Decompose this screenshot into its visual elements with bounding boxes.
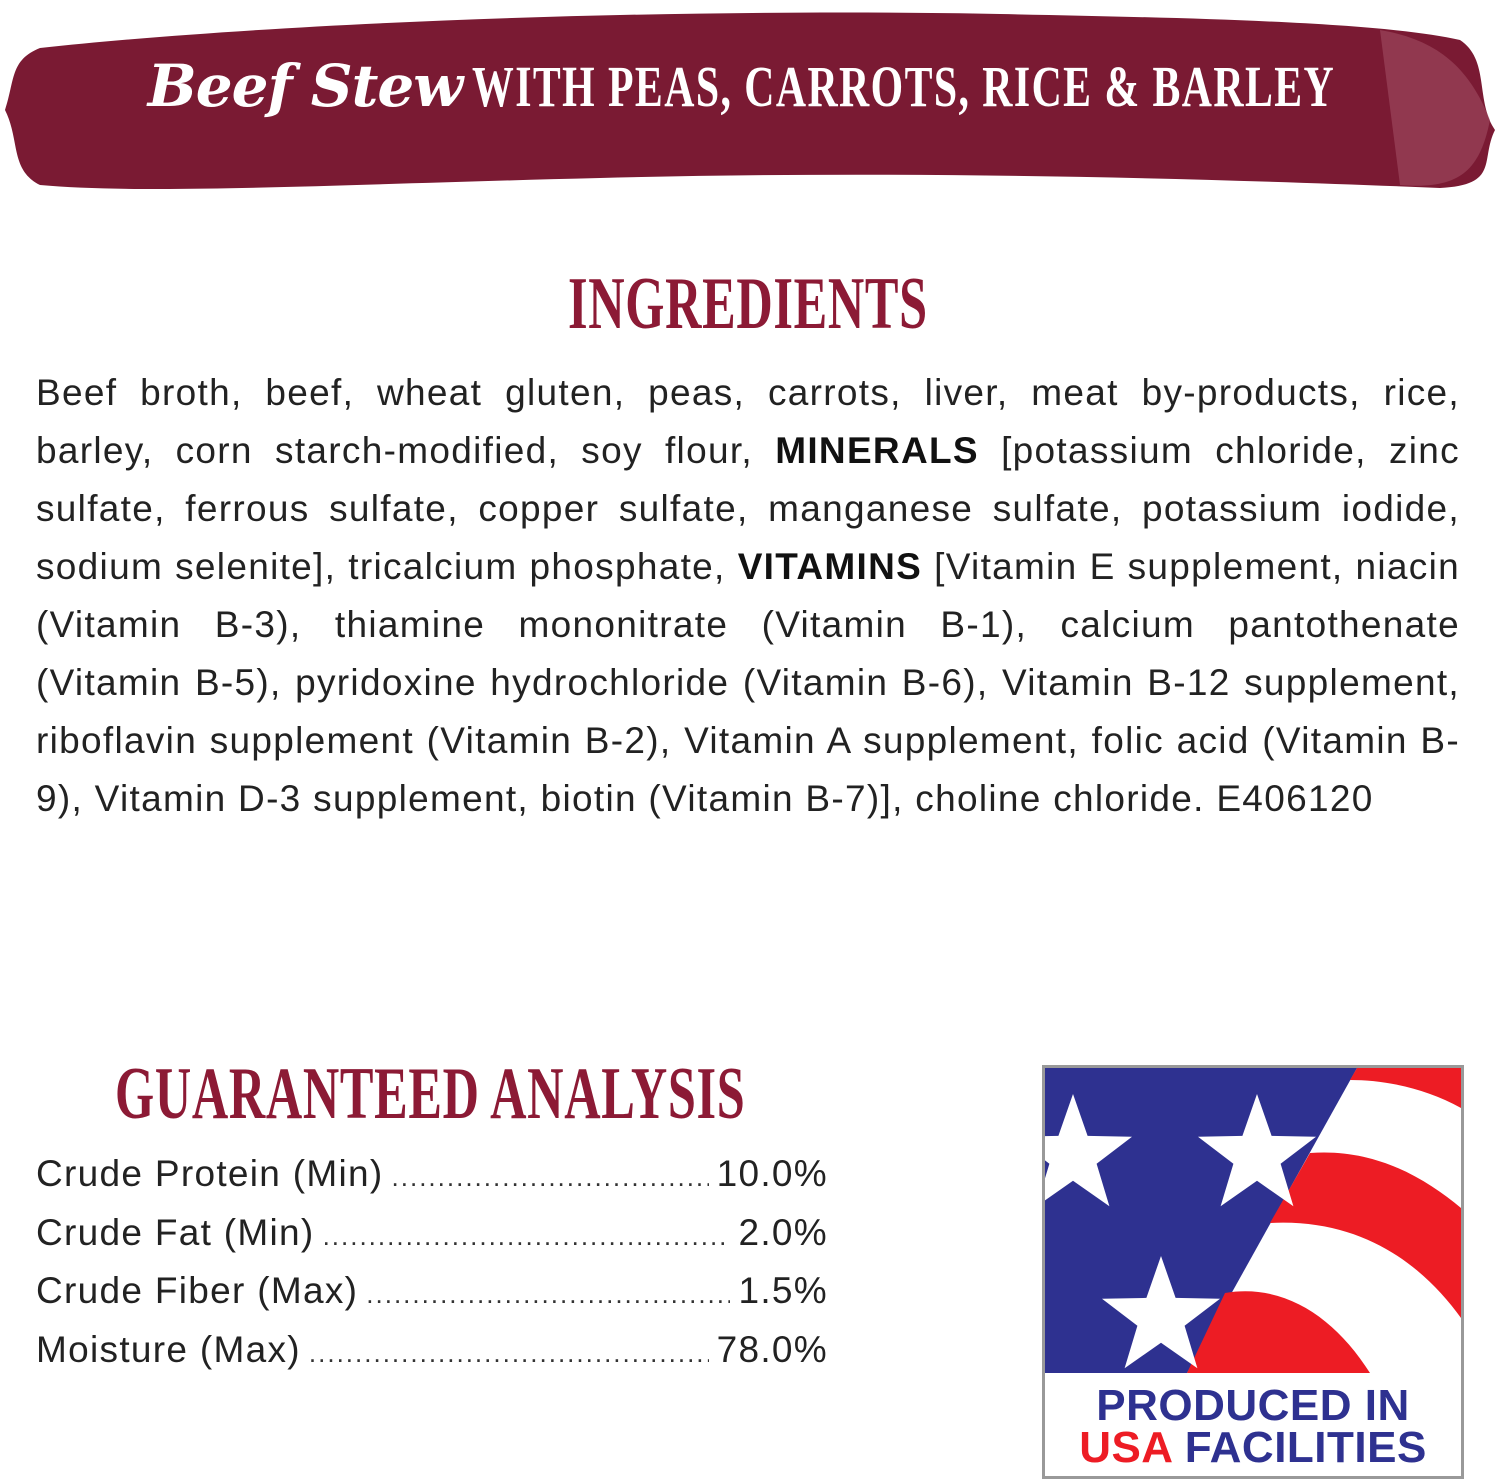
dot-leader: ........................................…: [366, 1279, 731, 1309]
analysis-row: Moisture (Max)..........................…: [36, 1329, 828, 1388]
guaranteed-analysis-heading: GUARANTEED ANALYSIS: [115, 1053, 746, 1135]
analysis-value: 78.0%: [716, 1328, 828, 1370]
brush-stroke-background: [5, 12, 1495, 190]
analysis-value: 2.0%: [738, 1211, 828, 1253]
analysis-table: Crude Protein (Min).....................…: [36, 1153, 828, 1387]
ingredients-list: Beef broth, beef, wheat gluten, peas, ca…: [36, 364, 1460, 828]
analysis-value: 1.5%: [738, 1270, 828, 1311]
badge-line-1: PRODUCED IN: [1096, 1381, 1410, 1430]
analysis-label: Moisture (Max): [36, 1328, 301, 1370]
analysis-label: Crude Fiber (Max): [36, 1270, 359, 1311]
analysis-row: Crude Fat (Min).........................…: [36, 1212, 828, 1271]
dot-leader: ........................................…: [308, 1337, 709, 1368]
badge-facilities: FACILITIES: [1184, 1423, 1427, 1472]
produced-in-usa-badge: PRODUCED IN USA FACILITIES: [1042, 1065, 1464, 1479]
star-icon: [1102, 1256, 1220, 1369]
dot-leader: ........................................…: [391, 1162, 709, 1192]
analysis-row: Crude Protein (Min).....................…: [36, 1153, 828, 1212]
analysis-row: Crude Fiber (Max).......................…: [36, 1270, 828, 1329]
analysis-label: Crude Fat (Min): [36, 1211, 315, 1253]
ingredient-text: [potassium chloride, zinc sulfate, ferro…: [36, 430, 1460, 587]
star-icon: [1045, 1094, 1132, 1207]
star-icon: [1198, 1094, 1316, 1207]
american-flag-icon: [1045, 1068, 1461, 1373]
ingredient-group-label: MINERALS: [775, 430, 979, 471]
ingredient-group-label: VITAMINS: [737, 546, 923, 587]
ingredient-text: [Vitamin E supplement, niacin (Vitamin B…: [36, 546, 1461, 819]
title-banner: Beef Stew WITH PEAS, CARROTS, RICE & BARL…: [0, 0, 1500, 200]
ingredients-heading: INGREDIENTS: [568, 263, 928, 345]
product-subtitle: WITH PEAS, CARROTS, RICE & BARLEY: [472, 53, 1336, 119]
analysis-value: 10.0%: [716, 1153, 828, 1194]
product-title: Beef Stew WITH PEAS, CARROTS, RICE & BARL…: [0, 52, 1500, 120]
product-name: Beef Stew: [147, 52, 463, 120]
analysis-label: Crude Protein (Min): [36, 1153, 384, 1194]
badge-line-2: USA FACILITIES: [1045, 1426, 1461, 1470]
dot-leader: ........................................…: [322, 1220, 731, 1251]
badge-usa: USA: [1079, 1423, 1172, 1472]
ingredient-text: Beef broth, beef, wheat gluten, peas, ca…: [36, 372, 1460, 471]
